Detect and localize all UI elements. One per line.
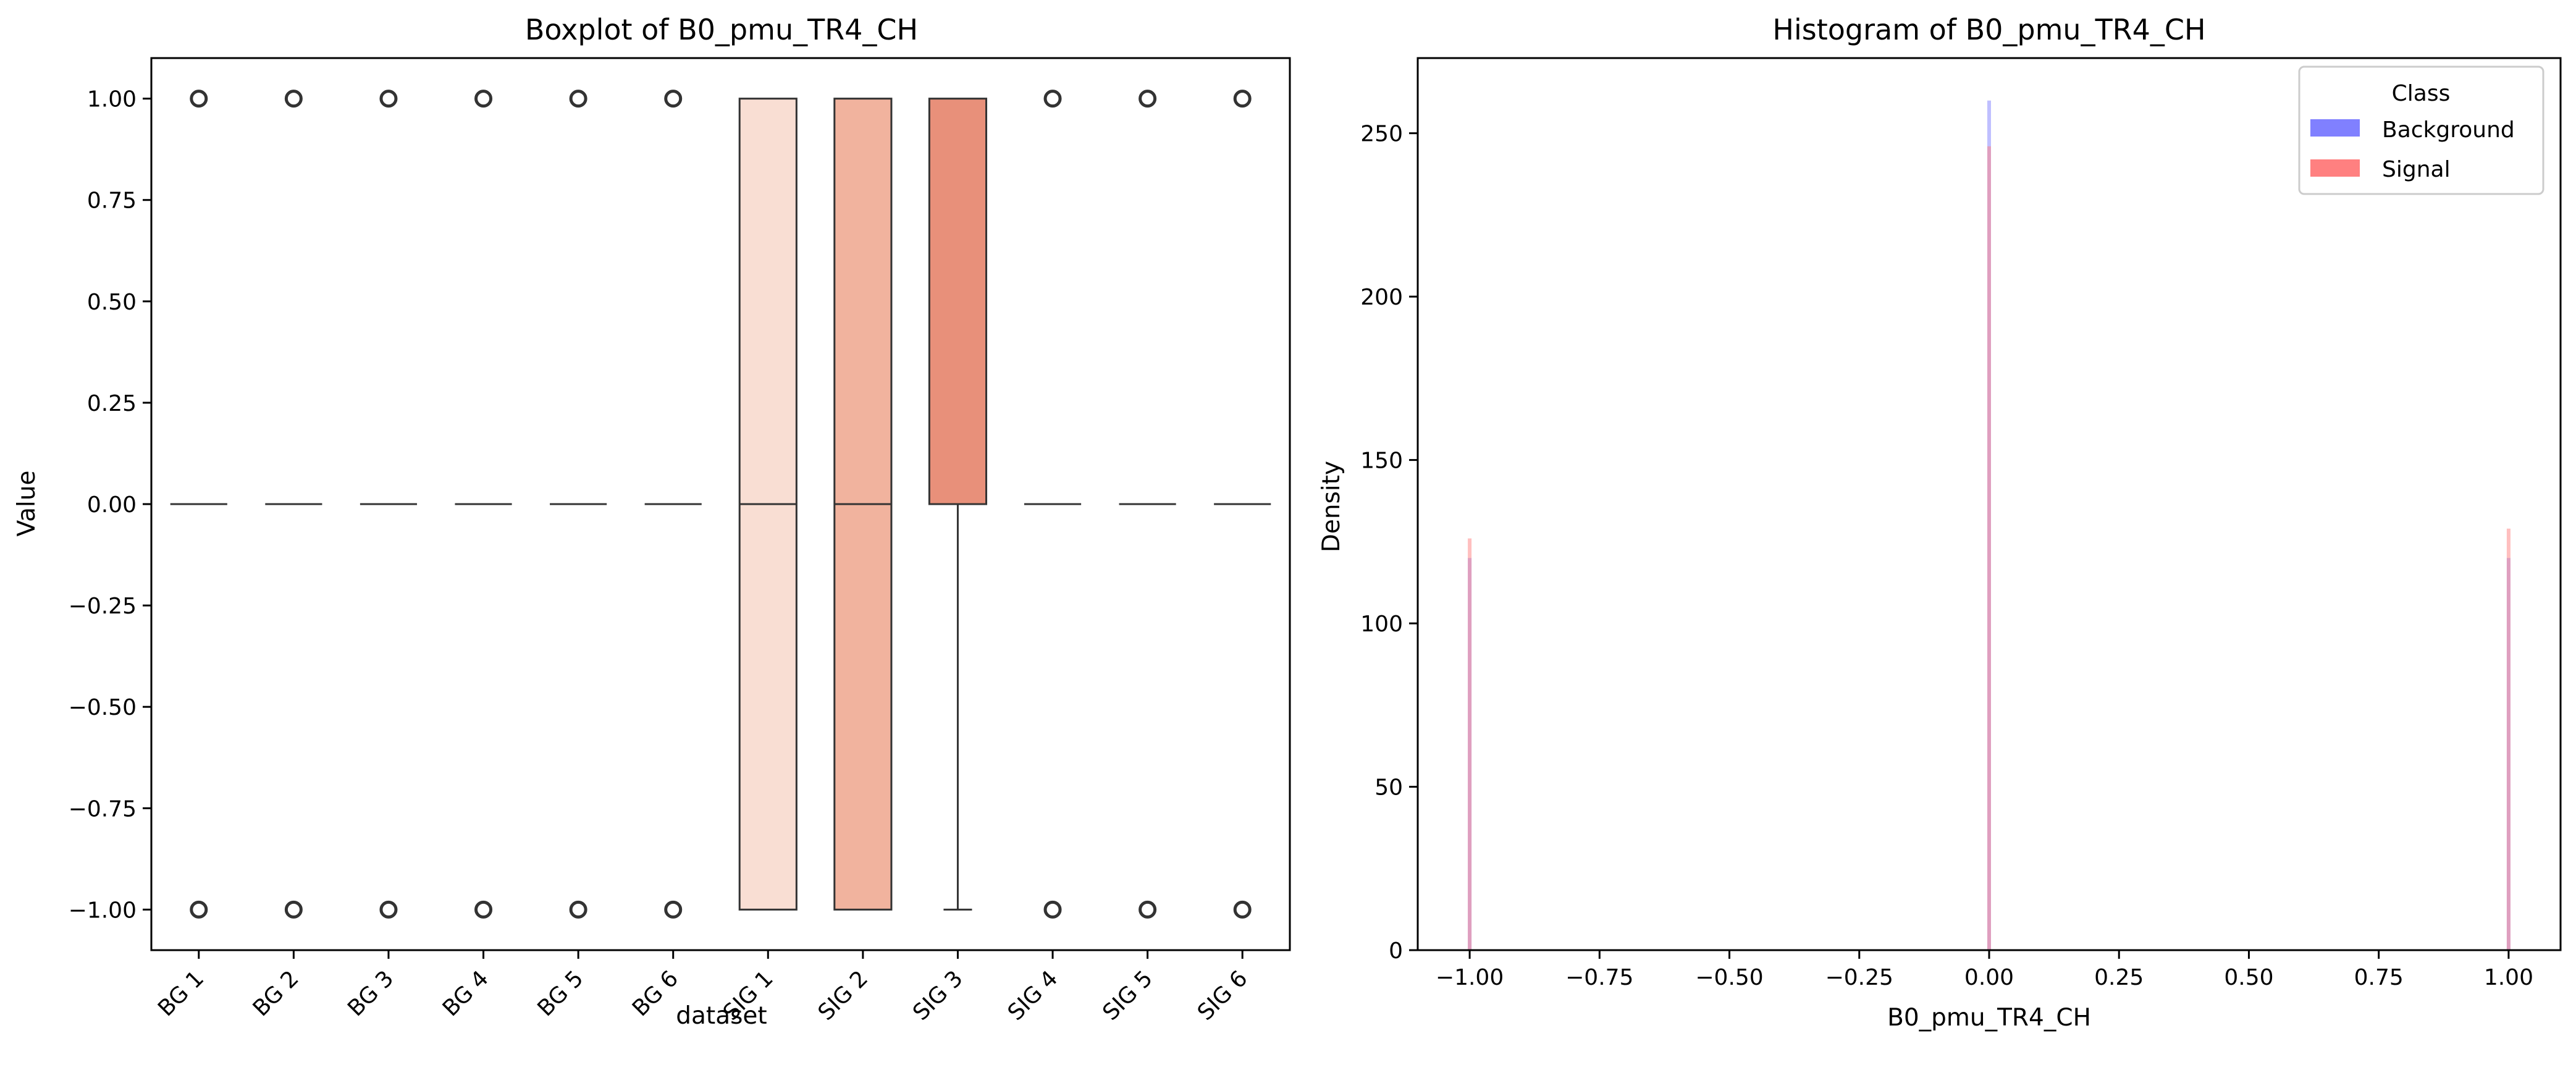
box-outlier bbox=[1043, 90, 1062, 108]
box-sig-3 bbox=[928, 98, 988, 911]
box-outlier bbox=[379, 900, 398, 919]
box-bg-3 bbox=[360, 90, 418, 919]
histogram-x-ticks: −1.00 −0.75 −0.50 −0.25 0.00 0.25 0.50 0.75 1.00 bbox=[1436, 950, 2533, 990]
box-sig-1 bbox=[738, 98, 798, 911]
box-outlier bbox=[284, 90, 303, 108]
box-bg-2 bbox=[265, 90, 322, 919]
histogram-y-axis-label: Density bbox=[1318, 461, 1345, 552]
legend-frame bbox=[2298, 65, 2544, 195]
boxplot-y-tick-label: −0.75 bbox=[69, 796, 137, 822]
box-outlier bbox=[284, 900, 303, 919]
box-outlier bbox=[1233, 90, 1252, 108]
boxplot-y-tick-label: −0.50 bbox=[69, 695, 137, 720]
legend-label-signal: Signal bbox=[2382, 157, 2451, 182]
box-outlier bbox=[569, 900, 587, 919]
histogram-bars bbox=[1468, 100, 2511, 950]
histogram-panel: Histogram of B0_pmu_TR4_CH 0 50 100 150 200 2… bbox=[1318, 13, 2562, 1032]
legend-label-background: Background bbox=[2382, 117, 2515, 143]
histogram-x-tick-label: −0.50 bbox=[1695, 965, 1763, 990]
histogram-x-tick-label: 0.50 bbox=[2224, 965, 2273, 990]
boxplot-y-tick-label: 0.50 bbox=[87, 290, 137, 315]
box-sig-6 bbox=[1214, 90, 1271, 919]
boxplot-y-tick-label: 0.75 bbox=[87, 188, 137, 214]
box-iqr bbox=[928, 98, 988, 505]
histogram-x-tick-label: −1.00 bbox=[1436, 965, 1504, 990]
box-outlier bbox=[190, 90, 208, 108]
box-bg-4 bbox=[455, 90, 512, 919]
boxplot-x-axis-label: dataset bbox=[676, 1002, 767, 1030]
histogram-bar-signal bbox=[2506, 528, 2511, 950]
box-outlier bbox=[474, 90, 493, 108]
histogram-y-tick-label: 50 bbox=[1374, 775, 1403, 801]
box-bg-1 bbox=[170, 90, 227, 919]
box-outlier bbox=[664, 900, 683, 919]
box-sig-5 bbox=[1119, 90, 1176, 919]
box-sig-4 bbox=[1024, 90, 1082, 919]
histogram-axes-frame bbox=[1416, 57, 2562, 951]
box-outlier bbox=[190, 900, 208, 919]
histogram-legend: Class Background Signal bbox=[2298, 65, 2544, 195]
boxplot-y-tick-label: −1.00 bbox=[69, 898, 137, 923]
histogram-y-tick-label: 150 bbox=[1360, 449, 1403, 474]
histogram-bar-signal bbox=[1987, 146, 1991, 950]
box-outlier bbox=[664, 90, 683, 108]
histogram-y-tick-label: 250 bbox=[1360, 122, 1403, 147]
histogram-bar-signal bbox=[1468, 538, 1472, 950]
box-sig-2 bbox=[833, 98, 893, 911]
histogram-x-tick-label: 0.25 bbox=[2094, 965, 2144, 990]
box-outlier bbox=[1139, 90, 1157, 108]
histogram-y-tick-label: 200 bbox=[1360, 285, 1403, 310]
boxplot-y-tick-label: 1.00 bbox=[87, 87, 137, 112]
boxplot-boxes bbox=[170, 90, 1271, 919]
legend-title: Class bbox=[2392, 81, 2451, 106]
histogram-title: Histogram of B0_pmu_TR4_CH bbox=[1772, 13, 2205, 46]
histogram-x-tick-label: 0.75 bbox=[2354, 965, 2404, 990]
box-outlier bbox=[474, 900, 493, 919]
box-outlier bbox=[569, 90, 587, 108]
boxplot-axes-frame bbox=[150, 57, 1291, 951]
boxplot-y-tick-label: 0.25 bbox=[87, 391, 137, 416]
histogram-y-tick-label: 100 bbox=[1360, 612, 1403, 637]
histogram-x-axis-label: B0_pmu_TR4_CH bbox=[1887, 1004, 2091, 1032]
boxplot-y-axis-label: Value bbox=[13, 470, 41, 536]
box-outlier bbox=[1139, 900, 1157, 919]
histogram-x-tick-label: 0.00 bbox=[1964, 965, 2014, 990]
box-outlier bbox=[1233, 900, 1252, 919]
boxplot-title: Boxplot of B0_pmu_TR4_CH bbox=[525, 13, 918, 46]
histogram-x-tick-label: −0.25 bbox=[1825, 965, 1893, 990]
box-outlier bbox=[1043, 900, 1062, 919]
legend-swatch-signal bbox=[2310, 159, 2360, 177]
histogram-x-tick-label: −0.75 bbox=[1565, 965, 1633, 990]
boxplot-y-tick-label: 0.00 bbox=[87, 492, 137, 518]
histogram-x-tick-label: 1.00 bbox=[2484, 965, 2533, 990]
legend-swatch-background bbox=[2310, 119, 2360, 137]
box-bg-6 bbox=[644, 90, 702, 919]
boxplot-y-ticks: 1.00 0.75 0.50 0.25 0.00 −0.25 −0.50 −0.75 −1.00 bbox=[69, 87, 151, 923]
histogram-y-tick-label: 0 bbox=[1389, 938, 1403, 964]
box-bg-5 bbox=[550, 90, 607, 919]
box-outlier bbox=[379, 90, 398, 108]
boxplot-y-tick-label: −0.25 bbox=[69, 594, 137, 619]
histogram-y-ticks: 0 50 100 150 200 250 bbox=[1360, 122, 1418, 964]
